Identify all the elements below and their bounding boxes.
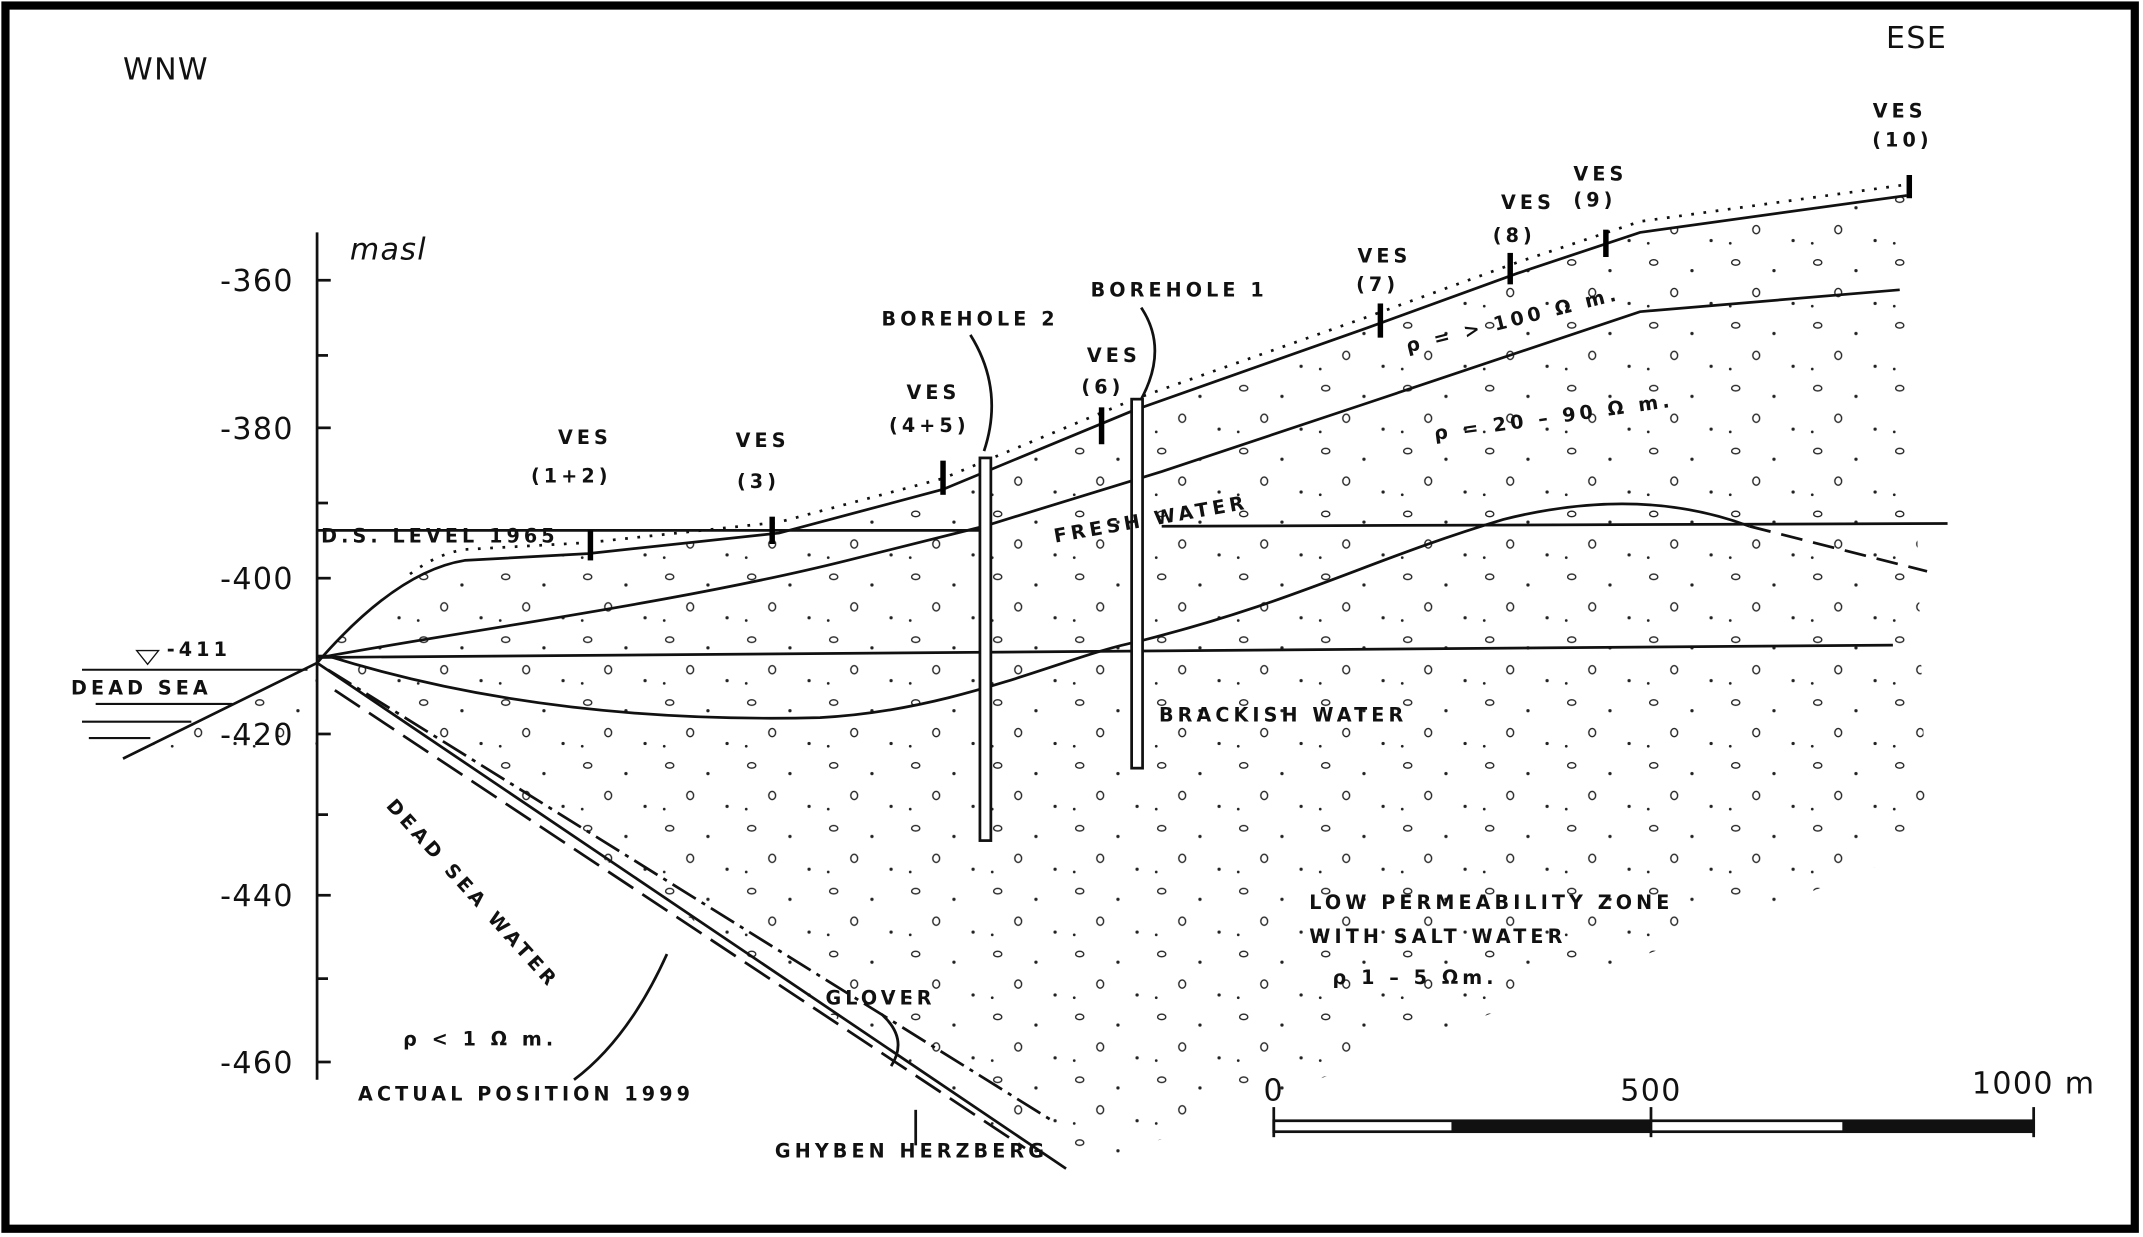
ves-id: (7) bbox=[1356, 273, 1399, 296]
scale-segment bbox=[1842, 1120, 2034, 1132]
tick-label: -380 bbox=[220, 412, 294, 447]
tick-label: -460 bbox=[220, 1046, 294, 1081]
ves-id: (9) bbox=[1573, 188, 1616, 211]
tick-label: -440 bbox=[220, 879, 294, 914]
axis-unit: masl bbox=[350, 233, 427, 268]
ves-name: VES bbox=[558, 426, 612, 449]
sea-level-symbol bbox=[135, 649, 160, 666]
leader bbox=[969, 334, 993, 452]
tick-label: -400 bbox=[220, 562, 294, 597]
tick-label: -360 bbox=[220, 264, 294, 299]
scale-label: 500 bbox=[1620, 1073, 1681, 1108]
ves-name: VES bbox=[1357, 244, 1411, 267]
interface-label: GHYBEN HERZBERG bbox=[775, 1140, 1048, 1163]
interface-label: GLOVER bbox=[825, 987, 935, 1010]
interface-ghyben bbox=[334, 689, 1026, 1150]
ves-name: VES bbox=[906, 381, 960, 404]
tick-label: -420 bbox=[220, 718, 294, 753]
zone-label: LOW PERMEABILITY ZONE bbox=[1309, 891, 1673, 914]
leader bbox=[573, 953, 669, 1081]
ves-name: VES bbox=[1501, 191, 1555, 214]
horizon bbox=[317, 643, 1893, 659]
ves-id: (3) bbox=[737, 470, 780, 493]
fresh-lower bbox=[327, 288, 1900, 658]
ves-name: VES bbox=[736, 429, 790, 452]
zone-label: BRACKISH WATER bbox=[1159, 704, 1407, 727]
sea-floor bbox=[122, 661, 318, 760]
interface-label: ACTUAL POSITION 1999 bbox=[358, 1082, 694, 1105]
ves-id: (1+2) bbox=[531, 465, 612, 488]
ves-name: VES bbox=[1573, 162, 1627, 185]
interface-glover bbox=[327, 668, 1054, 1122]
sea-hatch bbox=[82, 668, 308, 740]
scale-segment bbox=[1451, 1120, 1651, 1132]
ves-id: (10) bbox=[1872, 128, 1933, 151]
scale-label: 0 bbox=[1264, 1073, 1284, 1108]
borehole bbox=[978, 456, 993, 842]
ves-id: (4+5) bbox=[889, 414, 970, 437]
axis-ticks: -360 -380 -400 -420 -440 -460 bbox=[220, 264, 294, 1081]
zone-label: WITH SALT WATER bbox=[1309, 925, 1566, 948]
zone-label: DEAD SEA WATER bbox=[382, 794, 564, 992]
resistivity: ρ 1 – 5 Ωm. bbox=[1333, 966, 1498, 989]
ves-id: (6) bbox=[1081, 376, 1124, 399]
sea-level-line bbox=[1161, 522, 1948, 528]
leader bbox=[880, 1013, 900, 1067]
sea-level-label: D.S. LEVEL 1965 bbox=[321, 525, 559, 548]
sea-name: DEAD SEA bbox=[71, 676, 212, 699]
ves-labels: VES (1+2) VES (3) VES (4+5) VES (6) VES (7) V… bbox=[531, 100, 1933, 493]
ves-name: VES bbox=[1087, 344, 1141, 367]
ves-name: VES bbox=[1873, 100, 1927, 123]
scale-label: 1000 m bbox=[1972, 1066, 2096, 1101]
borehole-label: BOREHOLE 2 bbox=[882, 307, 1059, 330]
borehole-label: BOREHOLE 1 bbox=[1091, 279, 1268, 302]
dir-label: WNW bbox=[123, 52, 209, 87]
ves-markers bbox=[587, 175, 1913, 561]
dir-label: ESE bbox=[1886, 21, 1947, 56]
brackish-dashed bbox=[1749, 524, 1928, 573]
leader bbox=[1139, 306, 1157, 400]
scale-ticks bbox=[1272, 1107, 2036, 1138]
y-ticks bbox=[317, 278, 331, 1064]
brackish-interface bbox=[327, 502, 1750, 720]
ves-id: (8) bbox=[1493, 224, 1536, 247]
interface-actual bbox=[316, 661, 1067, 1170]
sea-level-value: -411 bbox=[167, 638, 231, 661]
sediment bbox=[317, 195, 1928, 1176]
resistivity: ρ < 1 Ω m. bbox=[403, 1028, 557, 1051]
borehole bbox=[1130, 397, 1144, 770]
